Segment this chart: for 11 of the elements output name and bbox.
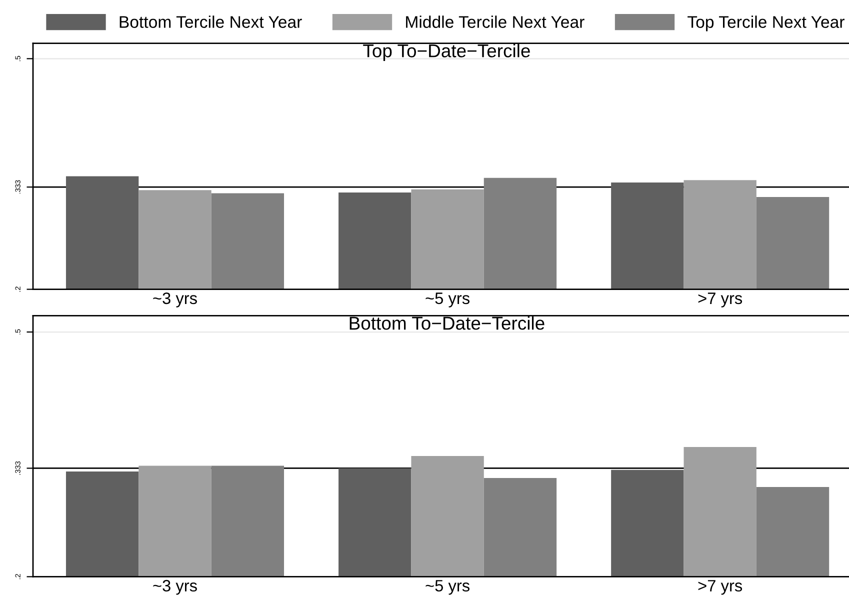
legend-label: Bottom Tercile Next Year [120, 16, 302, 28]
legend-label: Top Tercile Next Year [688, 16, 844, 32]
x-tick-label: >7 yrs [698, 292, 742, 308]
x-tick-label: ~3 yrs [153, 292, 197, 308]
chart-title: Bottom To−Date−Tercile [350, 316, 544, 330]
x-tick-label: ~5 yrs [426, 580, 470, 595]
x-tick-label: >7 yrs [698, 580, 742, 595]
chart-title: Top To−Date−Tercile [363, 44, 530, 62]
legend-label: Middle Tercile Next Year [406, 16, 584, 28]
x-tick-label: ~5 yrs [426, 292, 470, 308]
x-tick-label: ~3 yrs [153, 580, 197, 595]
